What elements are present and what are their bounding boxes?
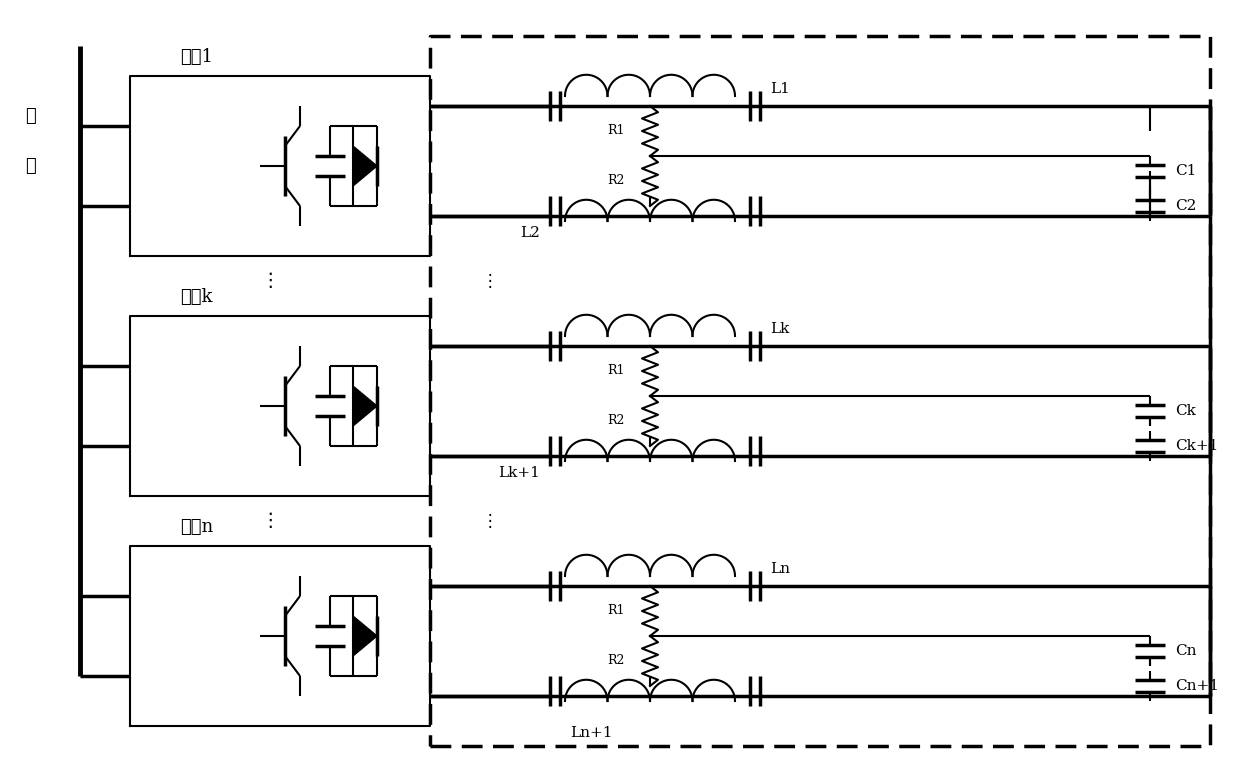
Text: ⋮: ⋮ bbox=[260, 511, 280, 531]
Text: 母: 母 bbox=[25, 107, 36, 125]
Text: ⋮: ⋮ bbox=[481, 272, 498, 290]
Text: L2: L2 bbox=[520, 226, 539, 240]
Text: Ck: Ck bbox=[1176, 404, 1195, 418]
Text: R2: R2 bbox=[608, 654, 625, 667]
Text: Lk: Lk bbox=[770, 322, 790, 336]
Text: 模块n: 模块n bbox=[180, 518, 213, 536]
Text: Cn: Cn bbox=[1176, 644, 1197, 658]
Text: C2: C2 bbox=[1176, 199, 1197, 213]
Text: Ln+1: Ln+1 bbox=[570, 726, 613, 740]
Polygon shape bbox=[353, 616, 377, 656]
Text: R1: R1 bbox=[608, 124, 625, 137]
Text: 模块1: 模块1 bbox=[180, 48, 213, 66]
Text: L1: L1 bbox=[770, 82, 790, 96]
Text: ⋮: ⋮ bbox=[481, 512, 498, 530]
Text: R2: R2 bbox=[608, 175, 625, 188]
Text: Ck+1: Ck+1 bbox=[1176, 439, 1219, 453]
Text: 模块k: 模块k bbox=[180, 288, 212, 306]
Text: ⋮: ⋮ bbox=[260, 272, 280, 290]
Text: C1: C1 bbox=[1176, 164, 1197, 178]
Polygon shape bbox=[353, 386, 377, 426]
Text: Ln: Ln bbox=[770, 562, 790, 576]
Text: R2: R2 bbox=[608, 414, 625, 428]
Text: Lk+1: Lk+1 bbox=[498, 466, 539, 480]
Text: R1: R1 bbox=[608, 605, 625, 618]
Text: 线: 线 bbox=[25, 157, 36, 175]
Text: R1: R1 bbox=[608, 365, 625, 377]
Text: Cn+1: Cn+1 bbox=[1176, 679, 1219, 693]
Polygon shape bbox=[353, 146, 377, 186]
